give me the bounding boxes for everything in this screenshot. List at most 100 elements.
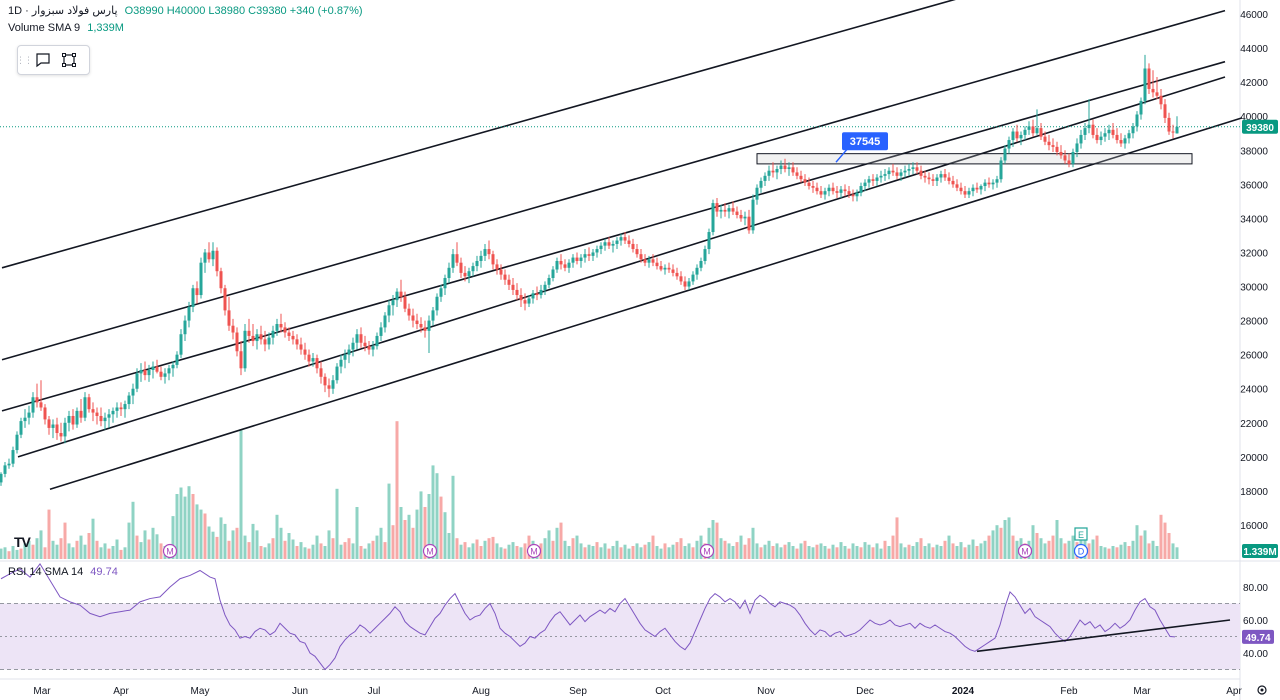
candle <box>923 170 927 183</box>
candle-body <box>287 332 291 336</box>
candle <box>339 354 343 374</box>
volume-bar <box>483 540 487 559</box>
candle <box>703 245 707 265</box>
candle-body <box>35 397 39 403</box>
volume-bar <box>95 540 99 559</box>
volume-bar <box>999 527 1003 559</box>
candle-body <box>807 182 811 187</box>
candle-body <box>371 346 375 350</box>
volume-bar <box>895 517 899 559</box>
candle <box>683 276 687 290</box>
candle-body <box>627 240 631 244</box>
volume-bar <box>415 509 419 559</box>
volume-bar <box>879 548 883 559</box>
candle <box>1035 109 1039 135</box>
candle <box>463 266 467 282</box>
volume-bar <box>1043 543 1047 559</box>
candle <box>143 361 147 381</box>
candle <box>235 327 239 357</box>
candle <box>883 169 887 181</box>
candle-body <box>603 242 607 246</box>
candle <box>267 332 271 350</box>
volume-bar <box>147 539 151 559</box>
volume-bar <box>987 535 991 559</box>
volume-bar <box>1103 547 1107 559</box>
volume-bar <box>271 538 275 559</box>
candle-body <box>755 187 759 200</box>
candle <box>667 262 671 273</box>
candle <box>27 405 31 425</box>
volume-bar <box>1175 547 1179 559</box>
candle <box>751 194 755 234</box>
candle <box>523 293 527 311</box>
volume-bar <box>139 542 143 559</box>
volume-tag-label: 1.339M <box>1243 547 1276 558</box>
candle-body <box>575 257 579 261</box>
candle <box>1083 123 1087 141</box>
candle-body <box>375 335 379 347</box>
candle-body <box>939 174 943 178</box>
volume-bar <box>123 547 127 559</box>
candle <box>951 175 955 188</box>
volume-bar <box>727 543 731 559</box>
candle <box>607 237 611 250</box>
candle-body <box>935 177 939 181</box>
candle <box>583 249 587 263</box>
candle <box>939 170 943 183</box>
candle <box>911 162 915 175</box>
volume-indicator-label: Volume SMA 9 <box>8 22 81 34</box>
volume-bar <box>807 546 811 559</box>
candle <box>159 366 163 381</box>
candle-body <box>515 289 519 296</box>
candle-body <box>1155 92 1159 96</box>
volume-bar <box>223 523 227 559</box>
candle-body <box>747 216 751 231</box>
candle-body <box>647 259 651 263</box>
volume-bar <box>759 547 763 559</box>
volume-bar <box>247 542 251 559</box>
candle <box>1119 133 1123 147</box>
time-tick-label: Sep <box>569 686 587 697</box>
volume-bar <box>847 548 851 559</box>
candle <box>479 250 483 268</box>
candle-body <box>51 424 55 428</box>
candle-body <box>275 324 279 331</box>
volume-bar <box>151 527 155 559</box>
drag-grip-icon[interactable]: ⋮⋮ <box>16 54 33 65</box>
candle <box>659 260 663 272</box>
candle <box>739 209 743 222</box>
speech-bubble-icon[interactable] <box>30 46 56 74</box>
candle-body <box>787 167 791 170</box>
candle-body <box>1035 128 1039 134</box>
volume-bar <box>235 527 239 559</box>
volume-bar <box>1123 542 1127 559</box>
candle <box>491 250 495 270</box>
candle <box>151 361 155 379</box>
candle-body <box>1083 128 1087 135</box>
volume-bar <box>739 535 743 559</box>
candle-body <box>975 187 979 190</box>
volume-bar <box>159 543 163 559</box>
candle-body <box>3 465 7 474</box>
volume-bar <box>383 542 387 559</box>
volume-bar <box>499 547 503 559</box>
candle <box>199 257 203 299</box>
volume-bar <box>1151 540 1155 559</box>
rsi-indicator-value: 49.74 <box>90 566 118 578</box>
candle-body <box>195 288 199 296</box>
candle-body <box>1075 143 1079 152</box>
candle <box>1171 124 1175 139</box>
candle <box>783 158 787 173</box>
candle <box>815 182 819 195</box>
candle <box>823 187 827 200</box>
candle-body <box>959 187 963 192</box>
candle <box>475 255 479 272</box>
volume-bar <box>375 535 379 559</box>
selection-frame-icon[interactable] <box>56 46 82 74</box>
volume-bar <box>339 544 343 559</box>
volume-bar <box>399 507 403 559</box>
candle <box>415 313 419 330</box>
candle <box>443 274 447 296</box>
candle-body <box>291 335 295 340</box>
